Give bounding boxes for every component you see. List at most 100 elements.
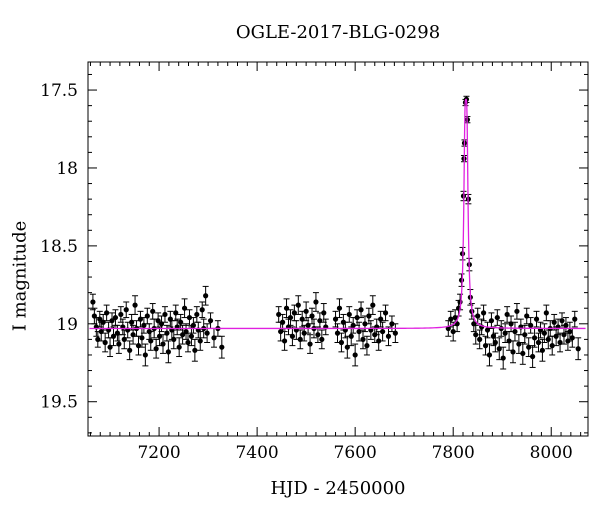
point-marker xyxy=(448,316,454,322)
point-marker xyxy=(197,338,203,344)
data-point xyxy=(492,332,499,353)
point-marker xyxy=(132,302,138,308)
point-marker xyxy=(563,322,569,328)
data-point xyxy=(531,327,538,348)
point-marker xyxy=(494,314,500,321)
point-marker xyxy=(559,318,565,324)
point-marker xyxy=(180,332,186,338)
data-point xyxy=(336,298,343,319)
data-point xyxy=(318,329,325,350)
point-marker xyxy=(127,347,133,353)
point-marker xyxy=(350,322,356,328)
point-marker xyxy=(295,302,301,308)
point-marker xyxy=(551,319,557,325)
point-marker xyxy=(514,308,520,314)
point-marker xyxy=(313,299,319,305)
point-marker xyxy=(199,307,205,313)
point-marker xyxy=(575,346,581,352)
data-point xyxy=(385,326,392,347)
data-point xyxy=(346,306,353,323)
data-point xyxy=(305,317,312,334)
data-point xyxy=(488,312,495,329)
data-point xyxy=(283,298,290,319)
data-point xyxy=(112,309,119,326)
point-marker xyxy=(110,333,117,339)
point-marker xyxy=(352,352,358,358)
data-point xyxy=(480,304,487,322)
data-point xyxy=(320,303,327,323)
point-marker xyxy=(486,352,493,358)
data-point xyxy=(523,307,530,325)
data-point xyxy=(484,321,491,339)
data-point xyxy=(107,337,114,358)
point-marker xyxy=(203,293,209,299)
x-tick-label: 7400 xyxy=(235,443,278,463)
data-point xyxy=(197,331,204,351)
point-marker xyxy=(171,336,177,342)
point-marker xyxy=(90,299,96,305)
point-marker xyxy=(176,344,182,350)
y-tick-label: 18 xyxy=(56,159,78,179)
point-marker xyxy=(520,350,526,357)
point-marker xyxy=(528,322,534,328)
data-point xyxy=(502,323,509,343)
point-marker xyxy=(354,314,360,321)
data-point xyxy=(486,343,493,367)
data-point xyxy=(360,329,366,350)
point-marker xyxy=(97,316,103,322)
tick-labels: 7200 7400 7600 7800 8000 17.5 18 18.5 19 19.5 xyxy=(40,81,573,463)
point-marker xyxy=(348,333,354,339)
y-tick-label: 17.5 xyxy=(40,81,78,101)
point-marker xyxy=(118,311,124,318)
data-point xyxy=(472,324,479,345)
point-marker xyxy=(567,328,573,335)
data-point xyxy=(344,335,351,359)
data-point xyxy=(102,332,109,353)
data-point xyxy=(176,337,183,358)
x-axis-label: HJD - 2450000 xyxy=(270,478,406,499)
point-marker xyxy=(475,313,481,319)
data-point xyxy=(172,304,179,322)
point-marker xyxy=(173,310,179,316)
point-marker xyxy=(346,311,352,318)
point-marker xyxy=(336,305,343,311)
point-marker xyxy=(112,314,119,321)
point-marker xyxy=(450,328,456,335)
point-marker xyxy=(510,349,516,355)
data-point xyxy=(121,329,128,350)
data-point xyxy=(132,295,139,315)
point-marker xyxy=(289,333,296,339)
point-marker xyxy=(153,346,159,352)
data-point xyxy=(163,324,170,342)
point-marker xyxy=(492,339,498,346)
point-marker xyxy=(530,353,536,360)
point-marker xyxy=(190,322,196,328)
point-marker xyxy=(385,333,392,339)
data-point xyxy=(199,301,206,319)
data-point xyxy=(382,304,389,322)
data-point xyxy=(147,331,154,351)
data-point xyxy=(105,321,112,339)
point-marker xyxy=(150,308,156,314)
data-point xyxy=(545,329,552,350)
data-point xyxy=(562,317,569,334)
point-marker xyxy=(144,313,150,319)
data-point xyxy=(126,340,133,361)
data-point xyxy=(379,321,386,342)
data-point xyxy=(363,335,370,356)
point-marker xyxy=(473,332,479,338)
y-tick-label: 19.5 xyxy=(40,393,78,413)
point-marker xyxy=(181,305,188,311)
data-point xyxy=(149,303,156,320)
data-point xyxy=(392,323,399,343)
point-marker xyxy=(188,333,195,339)
point-marker xyxy=(186,314,193,321)
data-point xyxy=(188,326,195,347)
data-point xyxy=(190,317,197,334)
data-point xyxy=(508,315,515,333)
axis-ticks xyxy=(88,62,588,436)
point-marker xyxy=(392,330,398,336)
point-marker xyxy=(360,336,366,342)
point-marker xyxy=(376,338,382,344)
